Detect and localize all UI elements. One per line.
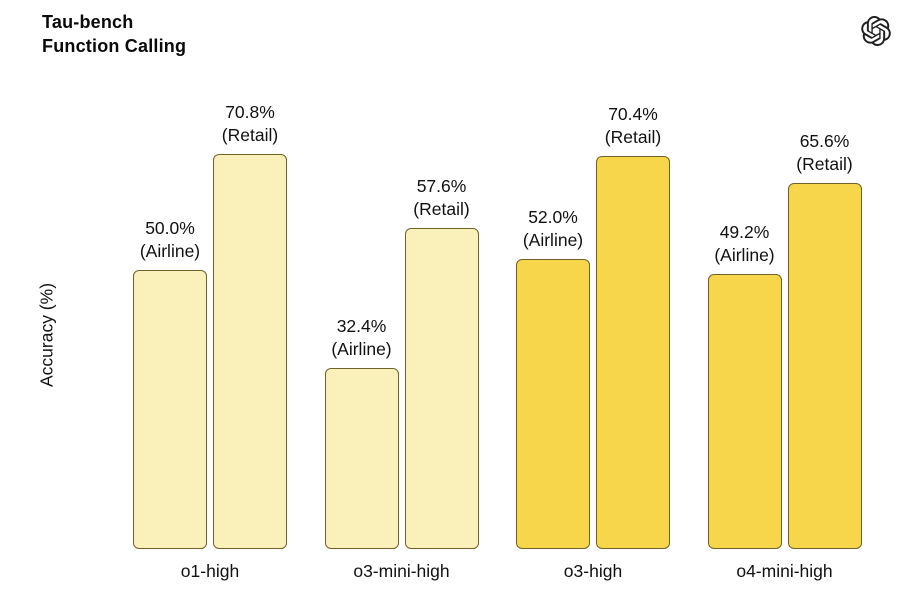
bar-o1-high-airline — [133, 270, 207, 549]
x-axis-label-o1-high: o1-high — [180, 561, 240, 581]
bar-o3-mini-high-airline — [324, 368, 399, 549]
bar-o4-mini-high-retail — [787, 183, 862, 549]
bar-value-percent: 32.4% — [336, 316, 387, 336]
chart-title-line1: Tau-bench — [42, 12, 134, 32]
bar-value-label-o1-high-retail: 70.8% (Retail) — [175, 101, 325, 147]
bar-value-label-o3-mini-high-airline: 32.4% (Airline) — [287, 315, 437, 361]
bar-value-label-o4-mini-high-retail: 65.6% (Retail) — [750, 130, 900, 176]
bar-value-label-o3-mini-high-retail: 57.6% (Retail) — [367, 175, 517, 221]
x-axis-label-o4-mini-high: o4-mini-high — [736, 561, 833, 581]
bar-value-percent: 49.2% — [719, 222, 770, 242]
bar-value-label-o3-high-airline: 52.0% (Airline) — [478, 206, 628, 252]
bar-o4-mini-high-airline — [707, 274, 782, 549]
openai-logo-icon — [861, 16, 891, 47]
bar-value-percent: 70.8% — [225, 102, 275, 122]
bar-value-category: (Retail) — [413, 199, 470, 219]
bar-value-category: (Airline) — [331, 339, 392, 359]
bar-o3-high-airline — [516, 259, 590, 549]
bar-value-percent: 50.0% — [145, 218, 195, 238]
bar-o3-high-retail — [596, 156, 670, 549]
bar-value-percent: 57.6% — [416, 176, 467, 196]
bar-value-category: (Retail) — [221, 125, 279, 145]
bar-value-label-o3-high-retail: 70.4% (Retail) — [558, 103, 708, 149]
chart-title: Tau-bench Function Calling — [42, 10, 186, 58]
bar-value-percent: 65.6% — [799, 131, 850, 151]
bar-value-category: (Airline) — [714, 245, 775, 265]
bar-value-percent: 70.4% — [608, 104, 658, 124]
bar-value-category: (Retail) — [796, 154, 853, 174]
x-axis-label-o3-high: o3-high — [563, 561, 623, 581]
bar-o1-high-retail — [213, 154, 287, 549]
bar-value-category: (Airline) — [522, 230, 584, 250]
bar-value-label-o1-high-airline: 50.0% (Airline) — [95, 217, 245, 263]
x-axis-label-o3-mini-high: o3-mini-high — [353, 561, 450, 581]
bar-value-category: (Retail) — [604, 127, 662, 147]
bar-value-category: (Airline) — [139, 241, 201, 261]
chart-title-line2: Function Calling — [42, 36, 187, 56]
bar-value-label-o4-mini-high-airline: 49.2% (Airline) — [670, 221, 820, 267]
bar-value-percent: 52.0% — [528, 207, 578, 227]
bar-o3-mini-high-retail — [404, 228, 479, 549]
